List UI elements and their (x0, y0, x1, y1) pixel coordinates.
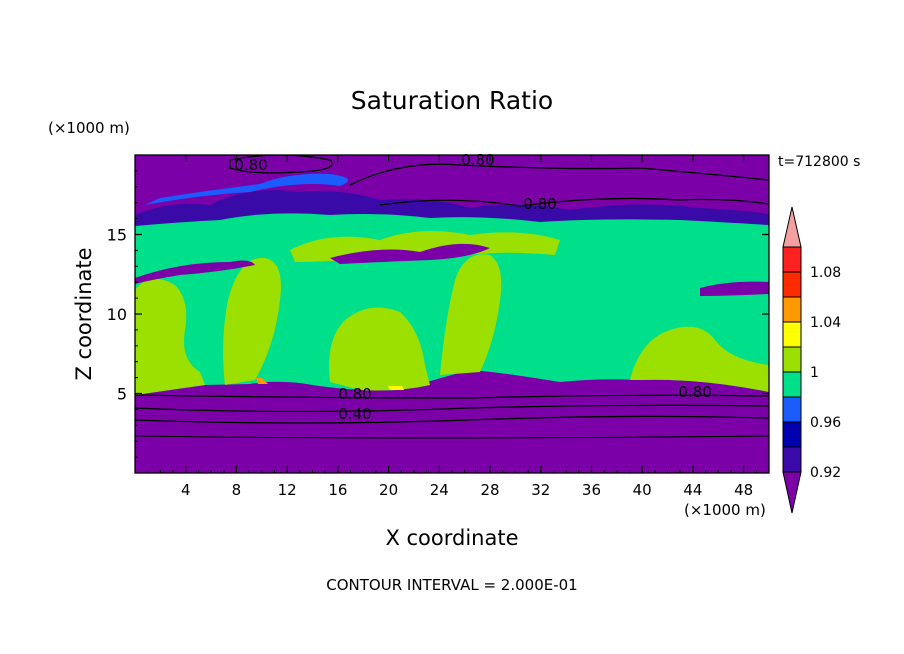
upper-band-blue (135, 190, 769, 226)
upper-band-lightblue (145, 173, 348, 205)
x-tick-label: 12 (278, 481, 297, 499)
patch-left2 (223, 257, 281, 385)
x-axis-label: X coordinate (385, 526, 519, 550)
cloud-stripe-right (700, 281, 769, 296)
contour-label: 0.80 (523, 195, 556, 213)
cloud-stripe-left (135, 260, 255, 284)
colorbar-top-arrow (782, 206, 802, 248)
patch-right (630, 326, 769, 392)
colorbar-segment (782, 296, 802, 323)
time-label: t=712800 s (778, 154, 861, 170)
colorbar-label: 0.96 (810, 415, 841, 431)
colorbar-segment (782, 271, 802, 298)
contour-interval-note: CONTOUR INTERVAL = 2.000E-01 (326, 576, 578, 594)
colorbar-segment (782, 446, 802, 473)
contour-line (349, 163, 769, 186)
contour-line (135, 435, 769, 439)
x-axis-unit: (×1000 m) (684, 501, 766, 519)
contour-line (135, 415, 769, 424)
cloud-stripe-mid (330, 243, 490, 264)
y-axis-ticks: 5 10 15 (107, 170, 769, 458)
x-tick-label: 8 (232, 481, 242, 499)
colorbar-label: 1.08 (810, 265, 841, 281)
x-tick-label: 20 (379, 481, 398, 499)
x-tick-label: 48 (734, 481, 753, 499)
colorbar-segment (782, 396, 802, 423)
colorbar-bottom-arrow (782, 471, 802, 514)
contour-label: 0.80 (234, 156, 267, 174)
colorbar-label: 1.04 (810, 315, 841, 331)
x-tick-label: 32 (531, 481, 550, 499)
contour-label: 0.80 (338, 385, 371, 403)
contour-line (135, 394, 769, 399)
x-tick-label: 28 (480, 481, 499, 499)
x-axis-ticks: 4 8 12 16 20 24 28 32 36 40 44 48 (147, 155, 757, 499)
patch-center2 (440, 254, 502, 375)
x-tick-label: 24 (430, 481, 449, 499)
supersat-spot (256, 378, 268, 384)
colorbar-segment (782, 321, 802, 348)
y-tick-label: 15 (107, 226, 127, 245)
contour-line (379, 197, 769, 207)
supersat-spot-2 (388, 386, 404, 390)
x-tick-label: 36 (582, 481, 601, 499)
contour-line (135, 404, 769, 413)
x-tick-label: 4 (181, 481, 191, 499)
colorbar-label: 1 (810, 365, 819, 381)
colorbar-segment (782, 421, 802, 448)
x-tick-label: 16 (328, 481, 347, 499)
colorbar-segment (782, 371, 802, 398)
contour-label: 0.40 (338, 405, 371, 423)
patch-left (135, 278, 205, 395)
patch-center (329, 307, 430, 391)
colorbar-label: 0.92 (810, 465, 841, 481)
colorbar-segment (782, 246, 802, 273)
x-tick-label: 44 (683, 481, 702, 499)
colorbar: 0.92 0.96 1 1.04 1.08 (782, 206, 841, 514)
colorbar-segment (782, 346, 802, 373)
contour-label: 0.80 (461, 151, 494, 169)
contour-labels: 0.80 0.80 0.80 0.80 0.80 0.40 (234, 151, 711, 423)
x-tick-label: 40 (633, 481, 652, 499)
chart-title: Saturation Ratio (350, 86, 554, 115)
y-tick-label: 10 (107, 305, 127, 324)
contour-label: 0.80 (678, 383, 711, 401)
y-axis-unit: (×1000 m) (48, 119, 130, 137)
y-tick-label: 5 (117, 385, 127, 404)
